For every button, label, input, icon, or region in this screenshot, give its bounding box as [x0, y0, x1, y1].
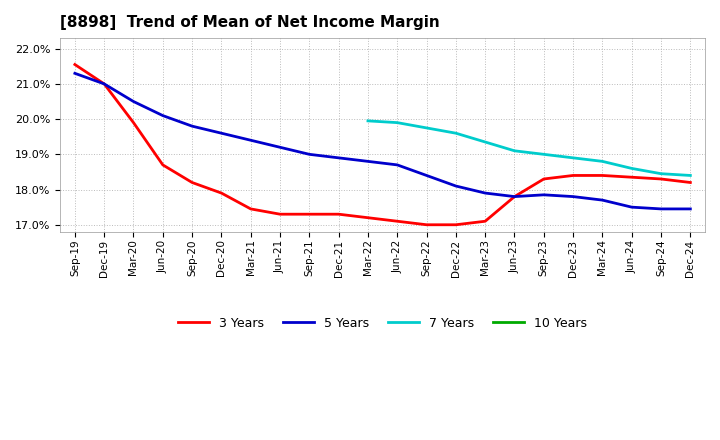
- 3 Years: [539, 176, 548, 182]
- Line: 7 Years: 7 Years: [368, 121, 690, 176]
- 5 Years: [539, 192, 548, 198]
- 7 Years: [422, 125, 431, 131]
- 7 Years: [627, 166, 636, 171]
- 3 Years: [393, 219, 402, 224]
- 5 Years: [598, 198, 607, 203]
- 3 Years: [627, 175, 636, 180]
- 3 Years: [100, 81, 109, 87]
- 5 Years: [686, 206, 695, 212]
- 5 Years: [364, 159, 372, 164]
- 3 Years: [305, 212, 314, 217]
- 5 Years: [129, 99, 138, 104]
- 5 Years: [657, 206, 665, 212]
- 5 Years: [451, 183, 460, 189]
- Legend: 3 Years, 5 Years, 7 Years, 10 Years: 3 Years, 5 Years, 7 Years, 10 Years: [173, 312, 593, 335]
- 3 Years: [71, 62, 79, 67]
- 3 Years: [657, 176, 665, 182]
- 5 Years: [569, 194, 577, 199]
- 3 Years: [217, 191, 226, 196]
- 5 Years: [481, 191, 490, 196]
- 5 Years: [627, 205, 636, 210]
- 3 Years: [188, 180, 197, 185]
- 7 Years: [569, 155, 577, 161]
- 5 Years: [71, 71, 79, 76]
- 5 Years: [188, 124, 197, 129]
- 5 Years: [334, 155, 343, 161]
- 5 Years: [393, 162, 402, 168]
- Line: 3 Years: 3 Years: [75, 65, 690, 225]
- 5 Years: [422, 173, 431, 178]
- 7 Years: [481, 139, 490, 145]
- 3 Years: [276, 212, 284, 217]
- 7 Years: [393, 120, 402, 125]
- 5 Years: [276, 145, 284, 150]
- 7 Years: [657, 171, 665, 176]
- 5 Years: [246, 138, 255, 143]
- 3 Years: [569, 173, 577, 178]
- 3 Years: [246, 206, 255, 212]
- 3 Years: [481, 219, 490, 224]
- 7 Years: [686, 173, 695, 178]
- 3 Years: [158, 162, 167, 168]
- 5 Years: [158, 113, 167, 118]
- 7 Years: [364, 118, 372, 124]
- 3 Years: [598, 173, 607, 178]
- 7 Years: [539, 152, 548, 157]
- 3 Years: [129, 120, 138, 125]
- 3 Years: [686, 180, 695, 185]
- Line: 5 Years: 5 Years: [75, 73, 690, 209]
- 3 Years: [451, 222, 460, 227]
- 7 Years: [451, 131, 460, 136]
- 3 Years: [364, 215, 372, 220]
- 5 Years: [510, 194, 519, 199]
- 7 Years: [510, 148, 519, 154]
- 3 Years: [334, 212, 343, 217]
- 7 Years: [598, 159, 607, 164]
- 3 Years: [422, 222, 431, 227]
- 5 Years: [217, 131, 226, 136]
- 3 Years: [510, 194, 519, 199]
- Text: [8898]  Trend of Mean of Net Income Margin: [8898] Trend of Mean of Net Income Margi…: [60, 15, 440, 30]
- 5 Years: [305, 152, 314, 157]
- 5 Years: [100, 81, 109, 87]
